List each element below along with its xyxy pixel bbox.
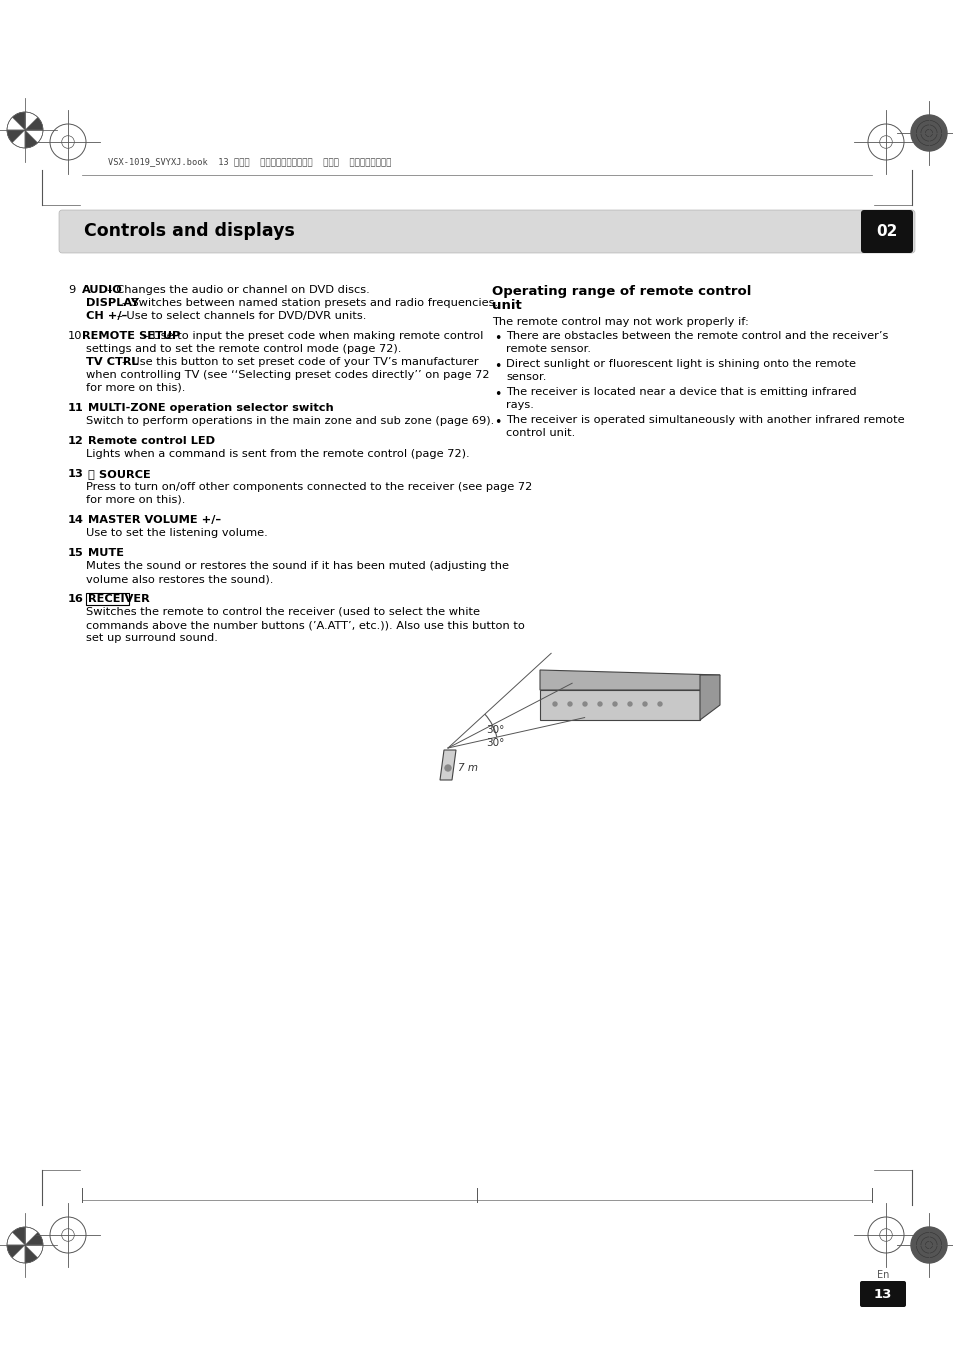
Text: RECEIVER: RECEIVER [88, 594, 150, 603]
Text: AUDIO: AUDIO [82, 285, 123, 296]
Polygon shape [439, 751, 456, 780]
Text: 13: 13 [68, 468, 84, 479]
Wedge shape [12, 112, 25, 130]
Text: commands above the number buttons (’A.ATT’, etc.)). Also use this button to: commands above the number buttons (’A.AT… [86, 620, 524, 630]
Text: 13: 13 [873, 1288, 891, 1300]
Text: Switches the remote to control the receiver (used to select the white: Switches the remote to control the recei… [86, 608, 479, 617]
Wedge shape [7, 117, 25, 130]
Text: TV CTRL: TV CTRL [86, 356, 138, 367]
Text: The receiver is operated simultaneously with another infrared remote: The receiver is operated simultaneously … [505, 414, 903, 425]
Circle shape [582, 702, 586, 706]
Text: 02: 02 [876, 224, 897, 239]
Circle shape [910, 1227, 946, 1264]
Text: DISPLAY: DISPLAY [86, 298, 139, 308]
Text: 16: 16 [68, 594, 84, 603]
Text: The remote control may not work properly if:: The remote control may not work properly… [492, 317, 748, 327]
Text: set up surround sound.: set up surround sound. [86, 633, 217, 643]
Text: 10: 10 [68, 331, 82, 342]
Text: 11: 11 [68, 404, 84, 413]
Wedge shape [7, 1233, 25, 1245]
Text: volume also restores the sound).: volume also restores the sound). [86, 574, 274, 585]
Text: •: • [494, 332, 501, 346]
Text: – Use this button to set preset code of your TV’s manufacturer: – Use this button to set preset code of … [122, 356, 477, 367]
Text: unit: unit [492, 298, 521, 312]
Text: Lights when a command is sent from the remote control (page 72).: Lights when a command is sent from the r… [86, 450, 469, 459]
Text: – Changes the audio or channel on DVD discs.: – Changes the audio or channel on DVD di… [108, 285, 370, 296]
Text: Controls and displays: Controls and displays [84, 221, 294, 240]
Wedge shape [7, 1245, 25, 1258]
Text: Direct sunlight or fluorescent light is shining onto the remote: Direct sunlight or fluorescent light is … [505, 359, 855, 369]
Text: Remote control LED: Remote control LED [88, 436, 214, 446]
Text: 7 m: 7 m [457, 763, 477, 774]
Text: MUTE: MUTE [88, 548, 124, 558]
Text: VSX-1019_SVYXJ.book  13 ページ  ２００９年２月１７日  火曜日  午前１１時１３分: VSX-1019_SVYXJ.book 13 ページ ２００９年２月１７日 火曜… [108, 158, 391, 166]
Text: Operating range of remote control: Operating range of remote control [492, 285, 751, 298]
Text: Switch to perform operations in the main zone and sub zone (page 69).: Switch to perform operations in the main… [86, 416, 494, 427]
FancyBboxPatch shape [859, 1281, 905, 1307]
Wedge shape [25, 130, 38, 148]
Text: CH +/–: CH +/– [86, 310, 127, 321]
Text: Use to set the listening volume.: Use to set the listening volume. [86, 528, 268, 539]
Circle shape [613, 702, 617, 706]
Circle shape [567, 702, 572, 706]
Text: 14: 14 [68, 514, 84, 525]
Text: for more on this).: for more on this). [86, 383, 185, 393]
Text: 30°: 30° [485, 738, 504, 748]
Circle shape [642, 702, 646, 706]
Text: ⏻ SOURCE: ⏻ SOURCE [88, 468, 151, 479]
Polygon shape [539, 690, 700, 720]
Text: MULTI-ZONE operation selector switch: MULTI-ZONE operation selector switch [88, 404, 334, 413]
Text: Mutes the sound or restores the sound if it has been muted (adjusting the: Mutes the sound or restores the sound if… [86, 562, 509, 571]
Wedge shape [12, 1227, 25, 1245]
Text: REMOTE SETUP: REMOTE SETUP [82, 331, 180, 342]
Text: The receiver is located near a device that is emitting infrared: The receiver is located near a device th… [505, 387, 856, 397]
Text: 30°: 30° [485, 725, 504, 734]
Circle shape [553, 702, 557, 706]
Wedge shape [12, 1245, 25, 1264]
Wedge shape [25, 1245, 43, 1258]
Text: – Use to input the preset code when making remote control: – Use to input the preset code when maki… [143, 331, 483, 342]
Wedge shape [25, 112, 38, 130]
Polygon shape [539, 670, 720, 690]
Wedge shape [25, 130, 43, 143]
Wedge shape [7, 130, 25, 143]
Circle shape [658, 702, 661, 706]
Text: •: • [494, 416, 501, 429]
Text: 15: 15 [68, 548, 84, 558]
Text: 12: 12 [68, 436, 84, 446]
Text: En: En [876, 1270, 888, 1280]
Text: control unit.: control unit. [505, 428, 575, 437]
Polygon shape [700, 675, 720, 720]
Circle shape [598, 702, 601, 706]
Text: for more on this).: for more on this). [86, 495, 185, 505]
Circle shape [910, 115, 946, 151]
Circle shape [444, 765, 451, 771]
FancyBboxPatch shape [59, 211, 914, 252]
Text: when controlling TV (see ‘‘Selecting preset codes directly’’ on page 72: when controlling TV (see ‘‘Selecting pre… [86, 370, 489, 379]
Wedge shape [25, 1233, 43, 1245]
Circle shape [627, 702, 631, 706]
Text: There are obstacles between the remote control and the receiver’s: There are obstacles between the remote c… [505, 331, 887, 342]
Text: •: • [494, 387, 501, 401]
Text: 9: 9 [68, 285, 75, 296]
Wedge shape [12, 130, 25, 148]
Text: Press to turn on/off other components connected to the receiver (see page 72: Press to turn on/off other components co… [86, 482, 532, 491]
Text: •: • [494, 360, 501, 373]
Bar [87, 593, 130, 605]
Text: MASTER VOLUME +/–: MASTER VOLUME +/– [88, 514, 221, 525]
Text: remote sensor.: remote sensor. [505, 344, 590, 354]
Text: rays.: rays. [505, 400, 534, 410]
FancyBboxPatch shape [861, 211, 912, 252]
Wedge shape [25, 1227, 38, 1245]
Text: – Switches between named station presets and radio frequencies.: – Switches between named station presets… [122, 298, 497, 308]
Wedge shape [25, 1245, 38, 1264]
Text: settings and to set the remote control mode (page 72).: settings and to set the remote control m… [86, 344, 401, 354]
Wedge shape [25, 117, 43, 130]
Text: – Use to select channels for DVD/DVR units.: – Use to select channels for DVD/DVR uni… [116, 310, 366, 321]
Text: sensor.: sensor. [505, 373, 546, 382]
